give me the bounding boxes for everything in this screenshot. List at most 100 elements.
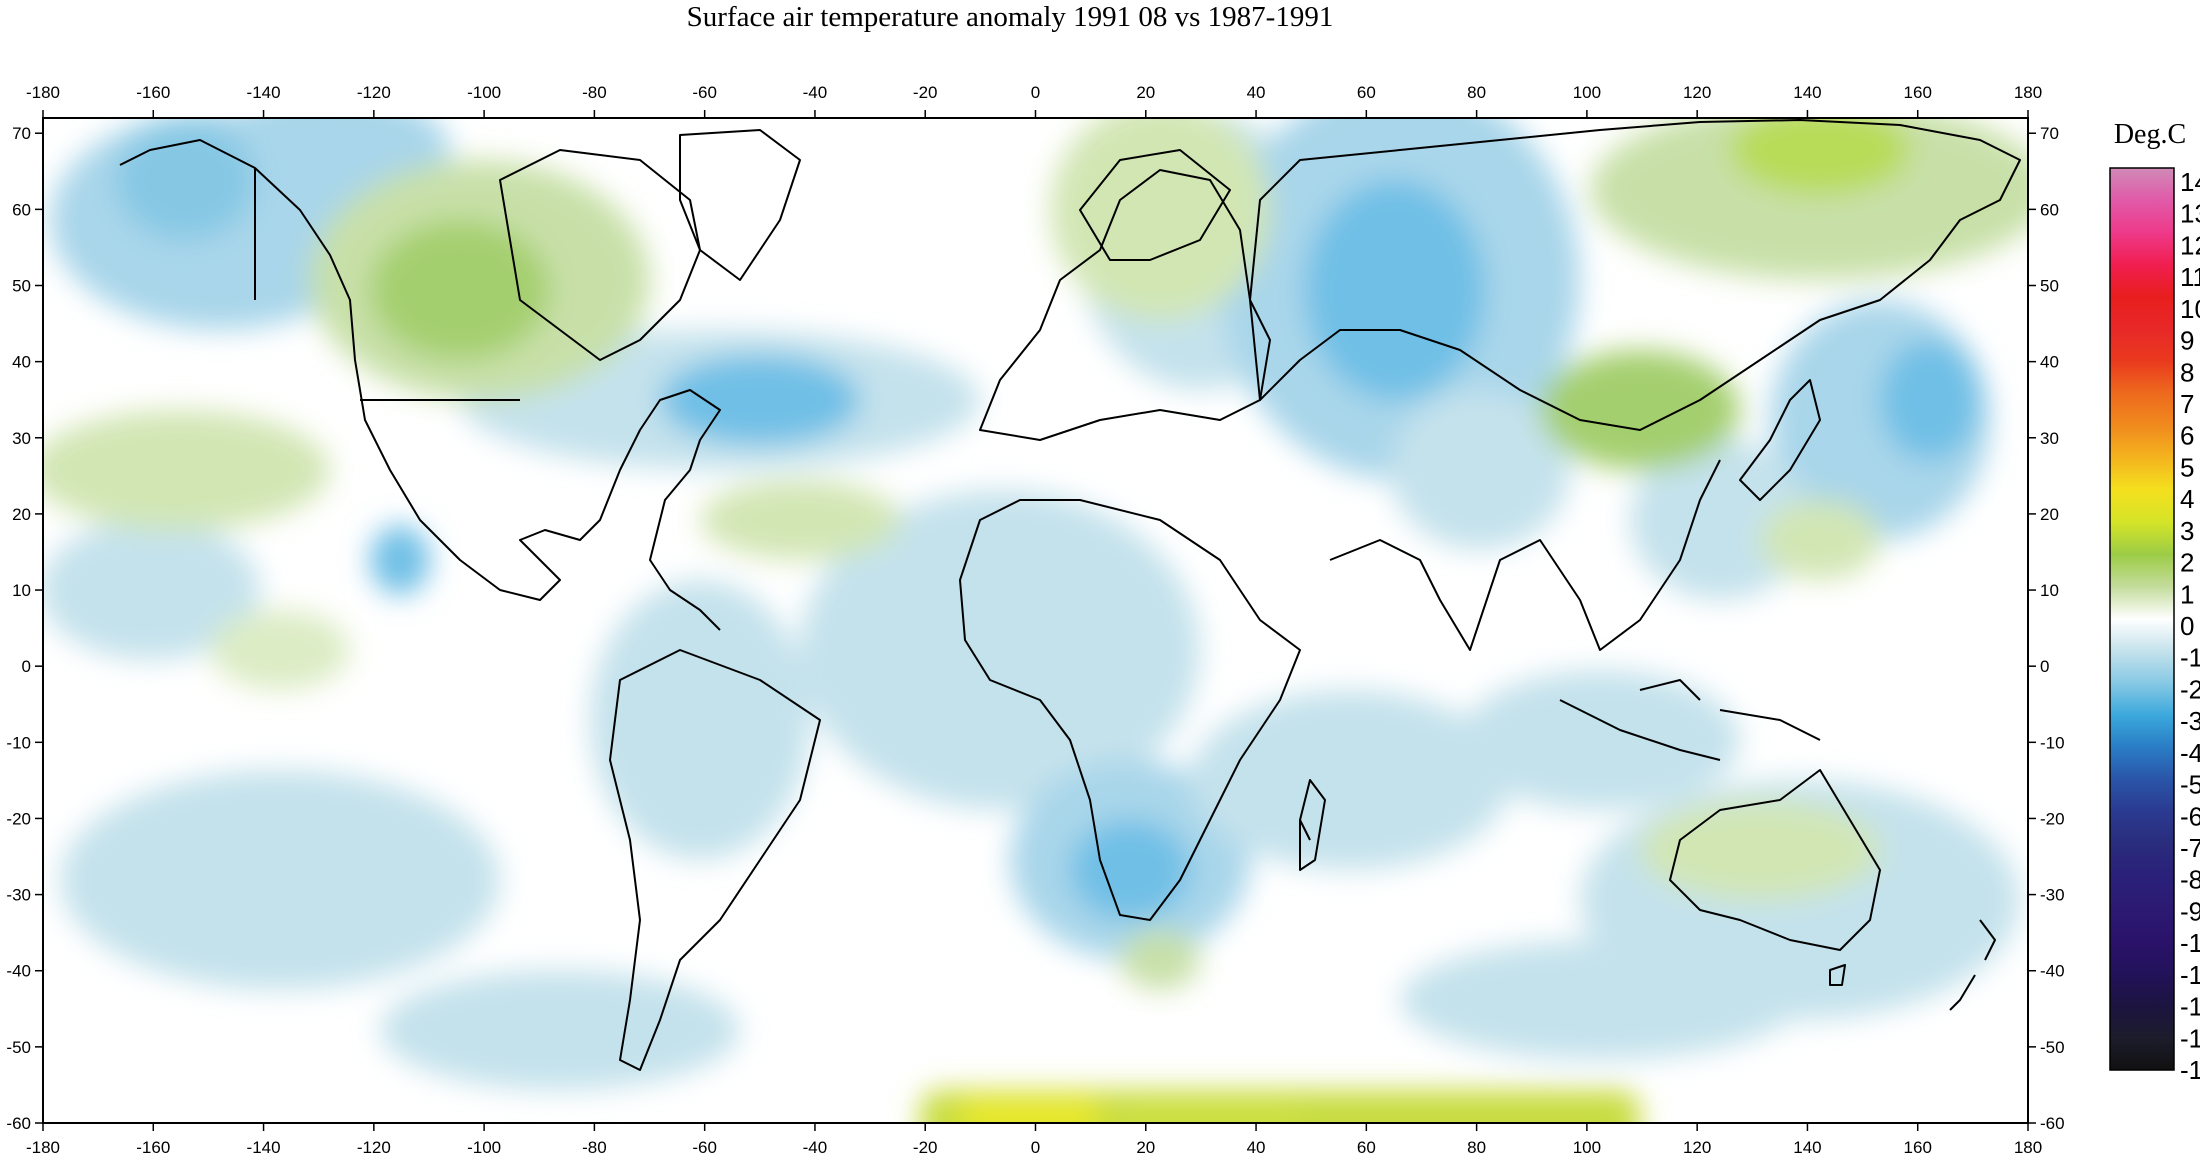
lat-tick-label-left: -40	[6, 962, 31, 981]
lat-tick-label-left: 60	[12, 200, 31, 219]
lat-tick-label-right: -40	[2040, 962, 2065, 981]
colorbar-level-label: -13	[2180, 1023, 2200, 1053]
lon-tick-label-bottom: 80	[1467, 1138, 1486, 1157]
lon-tick-label-bottom: -160	[136, 1138, 170, 1157]
lon-tick-label-top: 140	[1793, 83, 1821, 102]
lon-tick-label-top: -80	[582, 83, 607, 102]
anomaly-field	[43, 118, 2028, 1123]
colorbar-level-label: 8	[2180, 357, 2194, 387]
lon-tick-label-bottom: 20	[1136, 1138, 1155, 1157]
lat-tick-label-left: -10	[6, 733, 31, 752]
lon-tick-label-top: -160	[136, 83, 170, 102]
colorbar-level-label: -3	[2180, 706, 2200, 736]
lat-tick-label-right: 60	[2040, 200, 2059, 219]
lat-tick-label-right: -50	[2040, 1038, 2065, 1057]
lon-tick-label-bottom: -180	[26, 1138, 60, 1157]
colorbar-labels: 14131211109876543210-1-2-3-4-5-6-7-8-9-1…	[2180, 167, 2200, 1085]
colorbar-level-label: 11	[2180, 262, 2200, 292]
colorbar-ramp	[2109, 167, 2175, 1071]
colorbar-level-label: 12	[2180, 230, 2200, 260]
lat-tick-label-left: -60	[6, 1114, 31, 1133]
lon-tick-label-bottom: 160	[1904, 1138, 1932, 1157]
lat-tick-label-left: 40	[12, 353, 31, 372]
lon-tick-label-top: 100	[1573, 83, 1601, 102]
lon-tick-label-bottom: 100	[1573, 1138, 1601, 1157]
lon-tick-label-top: -40	[803, 83, 828, 102]
lat-tick-label-right: 30	[2040, 429, 2059, 448]
lon-tick-label-top: 120	[1683, 83, 1711, 102]
colorbar-level-label: -11	[2180, 960, 2200, 990]
lat-tick-label-right: 40	[2040, 353, 2059, 372]
lat-tick-label-right: -20	[2040, 809, 2065, 828]
lat-tick-label-right: 0	[2040, 657, 2049, 676]
lat-tick-label-right: -30	[2040, 886, 2065, 905]
colorbar-level-label: 1	[2180, 579, 2194, 609]
lat-tick-label-right: 10	[2040, 581, 2059, 600]
lon-tick-label-top: -140	[247, 83, 281, 102]
lon-tick-label-bottom: -60	[692, 1138, 717, 1157]
colorbar-level-label: -7	[2180, 833, 2200, 863]
lat-tick-label-left: 10	[12, 581, 31, 600]
lon-tick-label-bottom: -40	[803, 1138, 828, 1157]
lon-tick-label-bottom: 120	[1683, 1138, 1711, 1157]
lon-tick-label-bottom: 180	[2014, 1138, 2042, 1157]
colorbar-level-label: -12	[2180, 992, 2200, 1022]
colorbar-level-label: -5	[2180, 770, 2200, 800]
lon-tick-label-bottom: 0	[1031, 1138, 1040, 1157]
lon-tick-label-top: 20	[1136, 83, 1155, 102]
lon-tick-label-bottom: -120	[357, 1138, 391, 1157]
lat-tick-label-left: 20	[12, 505, 31, 524]
colorbar-level-label: 2	[2180, 548, 2194, 578]
colorbar-level-label: -9	[2180, 896, 2200, 926]
lon-tick-label-top: 0	[1031, 83, 1040, 102]
lat-tick-label-right: 20	[2040, 505, 2059, 524]
lon-tick-label-top: 40	[1247, 83, 1266, 102]
colorbar-level-label: 3	[2180, 516, 2194, 546]
lon-tick-label-top: -60	[692, 83, 717, 102]
colorbar-level-label: -8	[2180, 865, 2200, 895]
lon-tick-label-bottom: -20	[913, 1138, 938, 1157]
lon-tick-label-top: 160	[1904, 83, 1932, 102]
lon-tick-label-top: -100	[467, 83, 501, 102]
colorbar-level-label: -6	[2180, 801, 2200, 831]
lat-tick-label-right: -10	[2040, 733, 2065, 752]
lon-tick-label-top: 60	[1357, 83, 1376, 102]
colorbar-level-label: -14	[2180, 1055, 2200, 1085]
lon-tick-label-top: -20	[913, 83, 938, 102]
bottom-lon-axis: -180 -160 -140 -120 -100 -80 -60 -40 -20 0 20 40 60 8…	[26, 1123, 2042, 1157]
coastlines	[119, 119, 2021, 1071]
lon-tick-label-bottom: 140	[1793, 1138, 1821, 1157]
colorbar-level-label: -1	[2180, 643, 2200, 673]
lat-tick-label-left: 70	[12, 124, 31, 143]
lat-tick-label-left: 50	[12, 277, 31, 296]
lon-tick-label-bottom: 60	[1357, 1138, 1376, 1157]
colorbar-level-label: -2	[2180, 674, 2200, 704]
colorbar-level-label: -10	[2180, 928, 2200, 958]
lon-tick-label-bottom: -100	[467, 1138, 501, 1157]
lat-tick-label-right: 50	[2040, 277, 2059, 296]
colorbar-level-label: -4	[2180, 738, 2200, 768]
lon-tick-label-top: -180	[26, 83, 60, 102]
lon-tick-label-bottom: -140	[247, 1138, 281, 1157]
colorbar-level-label: 13	[2180, 199, 2200, 229]
lon-tick-label-bottom: -80	[582, 1138, 607, 1157]
lon-tick-label-bottom: 40	[1247, 1138, 1266, 1157]
lon-tick-label-top: 80	[1467, 83, 1486, 102]
lat-tick-label-left: -20	[6, 809, 31, 828]
lat-tick-label-left: -30	[6, 886, 31, 905]
lon-tick-label-top: -120	[357, 83, 391, 102]
right-lat-axis: 70 60 50 40 30 20 10 0 -10 -20 -30 -40 -50 -60	[2028, 124, 2065, 1133]
colorbar-level-label: 6	[2180, 421, 2194, 451]
map-title: Surface air temperature anomaly 1991 08 …	[686, 1, 1334, 33]
lon-tick-label-top: 180	[2014, 83, 2042, 102]
colorbar-level-label: 10	[2180, 294, 2200, 324]
lat-tick-label-left: -50	[6, 1038, 31, 1057]
colorbar-level-label: 9	[2180, 326, 2194, 356]
lat-tick-label-right: 70	[2040, 124, 2059, 143]
colorbar-level-label: 7	[2180, 389, 2194, 419]
colorbar-level-label: 5	[2180, 452, 2194, 482]
colorbar-level-label: 4	[2180, 484, 2194, 514]
colorbar-title: Deg.C	[2114, 119, 2186, 150]
colorbar: Deg.C 14131211109876543210-1-2-3-4-5-6-7…	[2109, 119, 2200, 1085]
